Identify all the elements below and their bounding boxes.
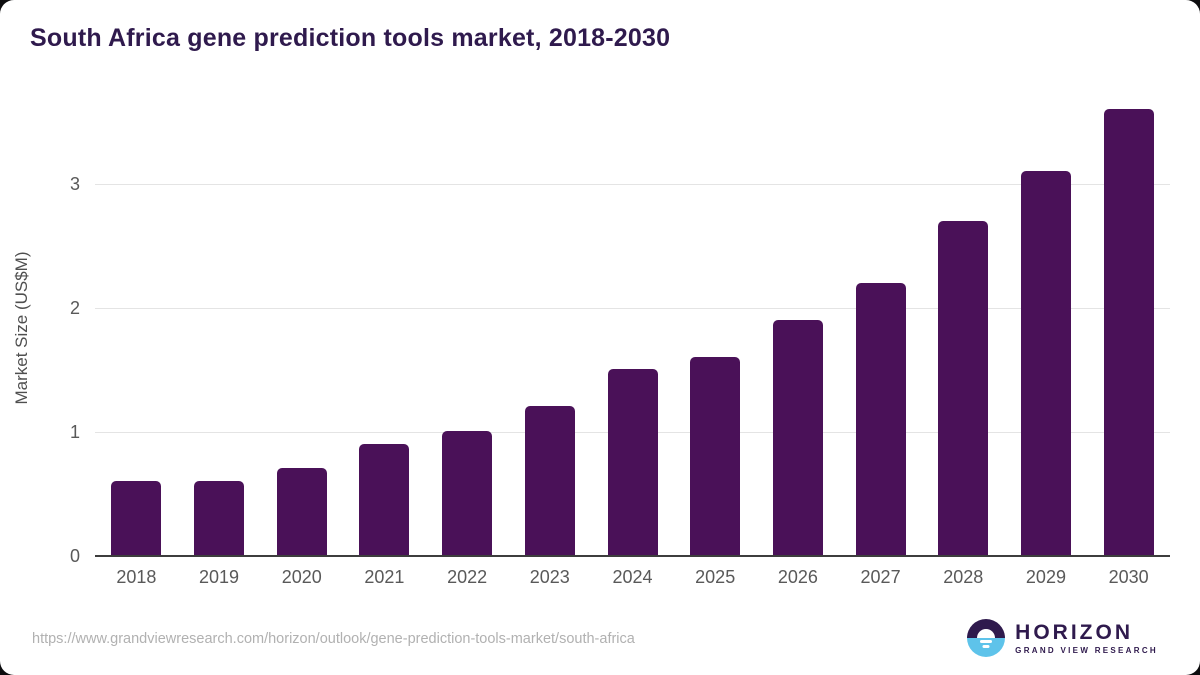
logo-name: HORIZON <box>1015 620 1133 644</box>
bar-2028 <box>938 220 989 555</box>
x-tick-label-2018: 2018 <box>116 567 157 587</box>
logo-text: HORIZON GRAND VIEW RESEARCH <box>1015 622 1158 655</box>
plot-area <box>95 100 1170 557</box>
bar-2026 <box>772 319 823 555</box>
x-tick-label-2030: 2030 <box>1108 567 1149 587</box>
bar-2022 <box>442 431 493 555</box>
x-tick-label-2026: 2026 <box>777 567 818 587</box>
horizon-logo: HORIZON GRAND VIEW RESEARCH <box>967 619 1158 657</box>
gridline-y-3 <box>95 184 1170 186</box>
bar-2025 <box>690 356 741 555</box>
logo-subtitle: GRAND VIEW RESEARCH <box>1015 645 1158 655</box>
water-ripple-icon <box>982 645 990 648</box>
x-tick-label-2020: 2020 <box>281 567 322 587</box>
x-axis-line <box>95 555 1170 557</box>
sun-icon <box>977 629 996 638</box>
y-axis-ticks: 0 1 2 3 <box>0 100 80 566</box>
y-tick-label-3: 3 <box>69 174 80 195</box>
x-tick-label-2024: 2024 <box>612 567 653 587</box>
x-tick-label-2021: 2021 <box>364 567 405 587</box>
bar-2030 <box>1103 109 1154 555</box>
x-axis-ticks: 2018 2019 2020 2021 2022 2023 2024 2025 2026 2027… <box>95 567 1170 593</box>
y-tick-label-2: 2 <box>69 298 80 319</box>
bar-2024 <box>607 369 658 555</box>
bar-2018 <box>111 480 162 555</box>
source-url: https://www.grandviewresearch.com/horizo… <box>32 631 635 647</box>
x-tick-label-2022: 2022 <box>447 567 488 587</box>
gridline-y-2 <box>95 308 1170 310</box>
x-tick-label-2025: 2025 <box>695 567 736 587</box>
bar-2029 <box>1020 171 1071 555</box>
x-tick-label-2028: 2028 <box>943 567 984 587</box>
y-tick-label-0: 0 <box>69 546 80 566</box>
bar-2027 <box>855 282 906 555</box>
x-tick-label-2019: 2019 <box>199 567 240 587</box>
x-tick-label-2027: 2027 <box>860 567 901 587</box>
horizon-sunset-circle-icon <box>967 619 1006 657</box>
x-tick-label-2023: 2023 <box>529 567 570 587</box>
y-tick-label-1: 1 <box>69 422 80 443</box>
water-ripple-icon <box>980 640 993 643</box>
chart-title: South Africa gene prediction tools marke… <box>30 24 671 52</box>
bar-2021 <box>359 443 410 555</box>
bar-2019 <box>194 480 245 555</box>
bar-2023 <box>524 406 575 555</box>
x-tick-label-2029: 2029 <box>1025 567 1066 587</box>
bar-2020 <box>276 468 327 555</box>
